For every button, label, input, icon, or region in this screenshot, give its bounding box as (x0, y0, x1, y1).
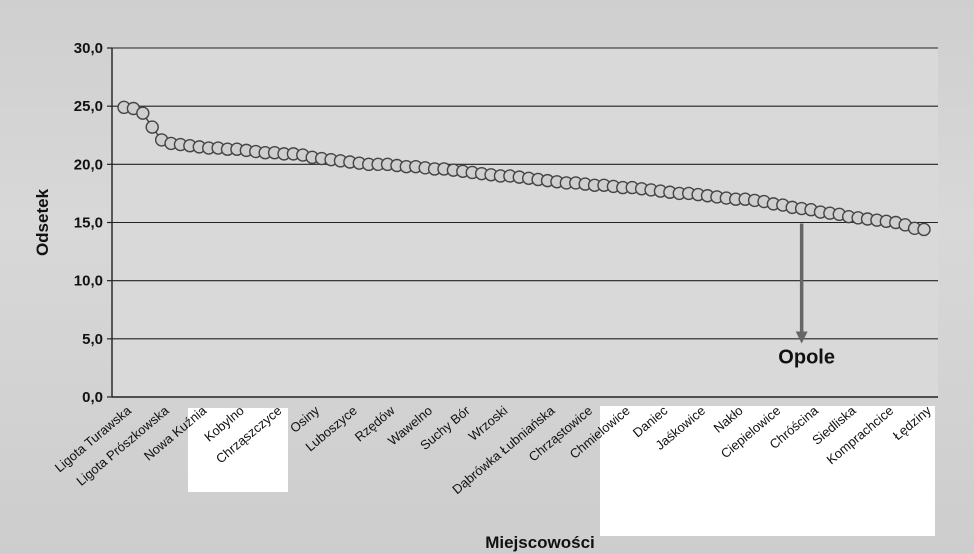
label-panel-left (188, 408, 288, 492)
x-axis-label: Miejscowości (485, 533, 595, 552)
y-tick-label: 25,0 (74, 98, 103, 115)
x-tick-label: Wrzoski (466, 403, 511, 444)
data-point (136, 106, 150, 120)
y-axis-ticks: 0,0 5,0 10,0 15,0 20,0 25,0 30,0 (74, 40, 112, 406)
annotation-label: Opole (778, 346, 835, 368)
x-label-panels (188, 406, 935, 536)
label-panel-right (600, 406, 935, 536)
data-points (117, 100, 931, 237)
data-point (145, 120, 159, 134)
y-tick-label: 0,0 (82, 389, 103, 406)
y-tick-label: 20,0 (74, 156, 103, 173)
y-tick-label: 5,0 (82, 331, 103, 348)
y-tick-label: 15,0 (74, 215, 103, 232)
y-tick-label: 30,0 (74, 40, 103, 57)
data-point (917, 222, 931, 237)
y-axis-label: Odsetek (33, 188, 52, 256)
annotation-arrow-head (795, 331, 808, 344)
y-tick-label: 10,0 (74, 273, 103, 290)
annotations: Opole (778, 223, 835, 368)
